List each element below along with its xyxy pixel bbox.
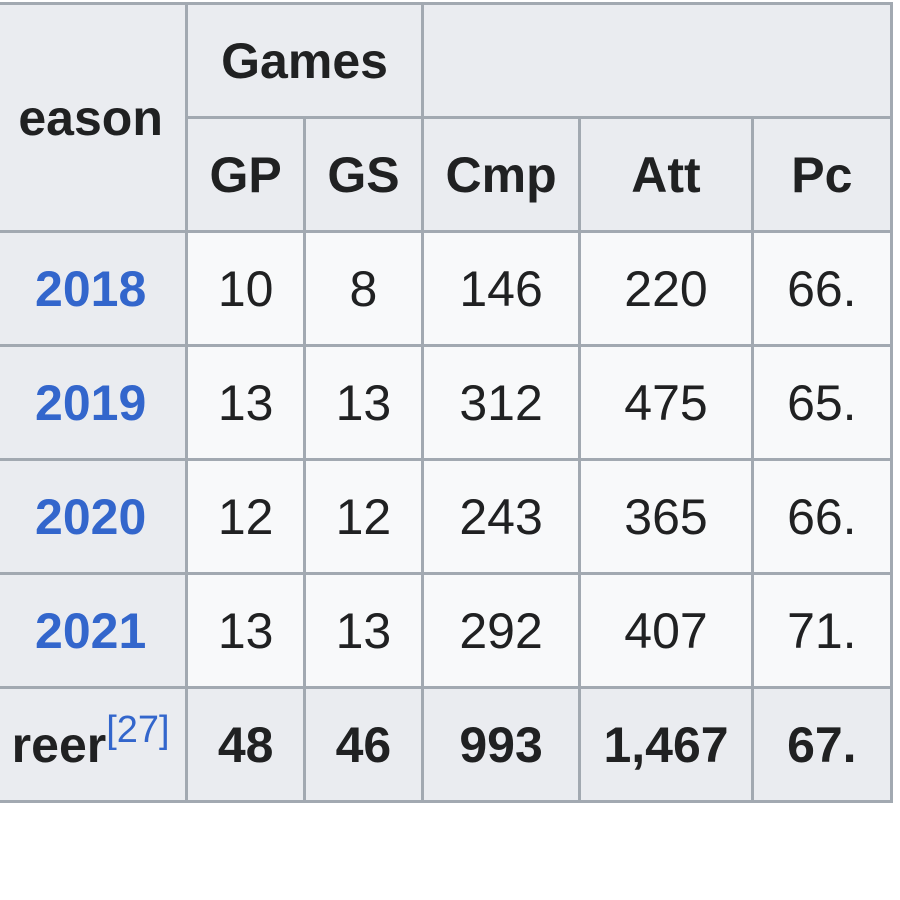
career-gs-cell: 46 xyxy=(303,686,424,803)
cmp-header: Cmp xyxy=(420,116,582,233)
cmp-cell: 243 xyxy=(420,458,582,575)
gs-cell: 12 xyxy=(303,458,424,575)
cmp-cell: 146 xyxy=(420,230,582,347)
table-row: 2020 12 12 243 365 66. xyxy=(0,458,894,575)
gp-cell: 13 xyxy=(185,572,307,689)
gs-cell: 13 xyxy=(303,344,424,461)
college-stats-table: eason Games GP GS Cmp Att Pc 2018 10 8 1… xyxy=(0,2,894,803)
season-link-2020[interactable]: 2020 xyxy=(35,488,147,545)
att-cell: 407 xyxy=(578,572,754,689)
cmp-cell: 312 xyxy=(420,344,582,461)
career-row: reer[27] 48 46 993 1,467 67. xyxy=(0,686,894,803)
season-cell: 2021 xyxy=(0,572,189,689)
table-row: 2021 13 13 292 407 71. xyxy=(0,572,894,689)
gp-cell: 10 xyxy=(185,230,307,347)
reference-link[interactable]: [27] xyxy=(106,708,170,751)
career-pct-cell: 67. xyxy=(750,686,894,803)
header-row-top: eason Games xyxy=(0,2,894,233)
gs-cell: 8 xyxy=(303,230,424,347)
table-row: 2019 13 13 312 475 65. xyxy=(0,344,894,461)
gs-cell: 13 xyxy=(303,572,424,689)
season-cell: 2018 xyxy=(0,230,189,347)
gp-cell: 13 xyxy=(185,344,307,461)
gp-header: GP xyxy=(185,116,307,233)
cmp-cell: 292 xyxy=(420,572,582,689)
pct-cell: 65. xyxy=(750,344,894,461)
career-label: reer xyxy=(11,716,107,773)
att-cell: 220 xyxy=(578,230,754,347)
gs-header: GS xyxy=(303,116,424,233)
att-cell: 475 xyxy=(578,344,754,461)
att-cell: 365 xyxy=(578,458,754,575)
season-cell: 2019 xyxy=(0,344,189,461)
passing-group-header xyxy=(420,2,894,119)
pct-header: Pc xyxy=(750,116,894,233)
gp-cell: 12 xyxy=(185,458,307,575)
season-link-2019[interactable]: 2019 xyxy=(35,374,147,431)
season-link-2021[interactable]: 2021 xyxy=(35,602,147,659)
season-cell: 2020 xyxy=(0,458,189,575)
career-cmp-cell: 993 xyxy=(420,686,582,803)
pct-cell: 66. xyxy=(750,230,894,347)
pct-cell: 71. xyxy=(750,572,894,689)
header-row-sub: GP GS Cmp Att Pc xyxy=(0,116,894,233)
games-group-header: Games xyxy=(185,2,424,119)
career-gp-cell: 48 xyxy=(185,686,307,803)
pct-cell: 66. xyxy=(750,458,894,575)
table-row: 2018 10 8 146 220 66. xyxy=(0,230,894,347)
season-header: eason xyxy=(0,2,189,233)
season-link-2018[interactable]: 2018 xyxy=(35,260,147,317)
career-att-cell: 1,467 xyxy=(578,686,754,803)
att-header: Att xyxy=(578,116,754,233)
career-label-cell: reer[27] xyxy=(0,686,189,803)
